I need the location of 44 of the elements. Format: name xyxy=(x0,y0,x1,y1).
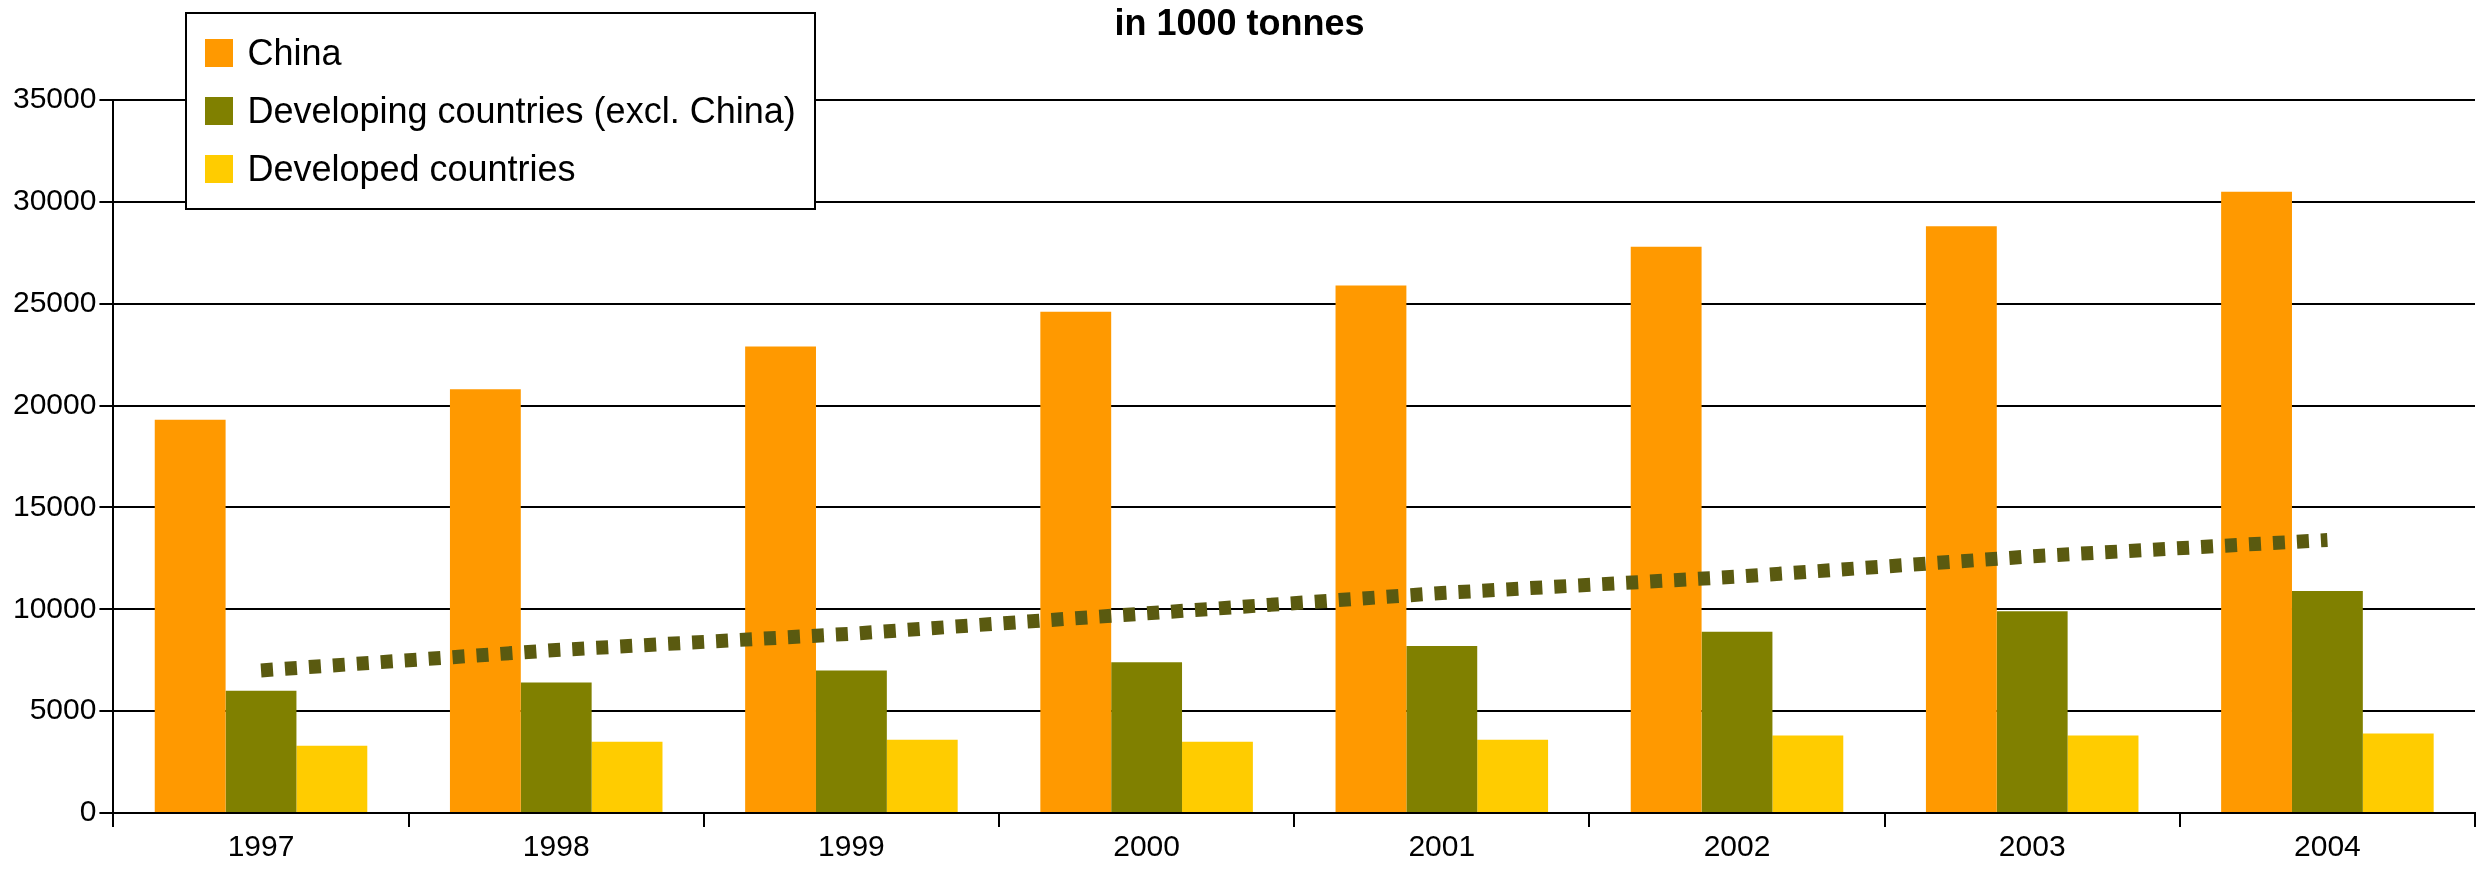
bar xyxy=(520,682,592,812)
y-tick-label: 25000 xyxy=(12,284,97,318)
bar xyxy=(886,739,958,812)
y-tick-label: 10000 xyxy=(12,590,97,624)
bar xyxy=(296,745,368,812)
bar xyxy=(449,389,521,812)
x-tick-label: 2002 xyxy=(1703,829,1771,863)
bar xyxy=(1701,631,1773,812)
x-tick-label: 2001 xyxy=(1408,829,1476,863)
x-tick-label: 2004 xyxy=(2294,829,2361,863)
y-tick-label: 20000 xyxy=(12,386,97,420)
x-tick-label: 2000 xyxy=(1113,829,1180,863)
bar xyxy=(2291,590,2363,812)
bar xyxy=(1182,741,1253,812)
bar xyxy=(1772,735,1844,812)
chart-title: in 1000 tonnes xyxy=(1114,2,1365,43)
bar xyxy=(1630,246,1702,812)
y-tick-label: 15000 xyxy=(12,488,97,522)
y-tick-label: 30000 xyxy=(12,183,97,217)
bar xyxy=(815,670,887,812)
bar xyxy=(154,419,226,812)
legend-label: Developing countries (excl. China) xyxy=(247,90,796,132)
x-tick-label: 1998 xyxy=(522,829,590,863)
y-tick-label: 5000 xyxy=(29,692,97,726)
bar xyxy=(1040,311,1112,812)
legend-label: Developed countries xyxy=(247,148,576,190)
bar xyxy=(1925,226,1997,812)
bar xyxy=(2221,191,2292,812)
y-tick-label: 35000 xyxy=(12,81,97,115)
y-tick-label: 0 xyxy=(79,794,97,828)
bar xyxy=(1406,645,1478,812)
bar xyxy=(1111,662,1183,812)
bar xyxy=(225,690,297,812)
bar xyxy=(1335,285,1407,812)
bar xyxy=(2362,733,2434,812)
bar xyxy=(591,741,663,812)
bar xyxy=(745,346,816,812)
legend-label: China xyxy=(247,32,342,74)
bar xyxy=(1477,739,1549,812)
x-tick-label: 1999 xyxy=(818,829,885,863)
bar xyxy=(2067,735,2139,812)
bar xyxy=(1996,611,2068,812)
x-tick-label: 2003 xyxy=(1998,829,2066,863)
x-tick-label: 1997 xyxy=(227,829,295,863)
